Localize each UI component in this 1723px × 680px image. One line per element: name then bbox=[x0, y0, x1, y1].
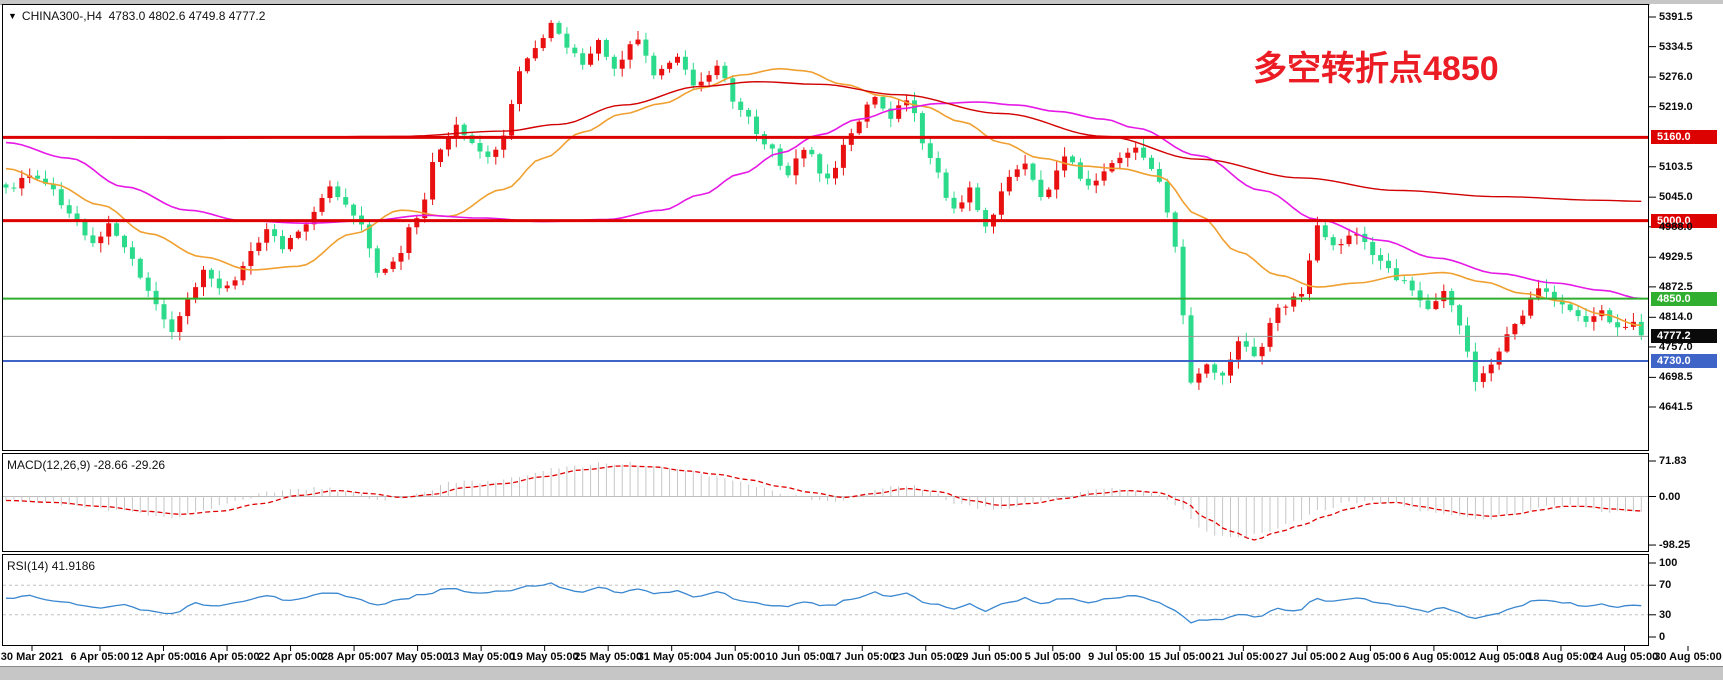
date-label: 31 May 05:00 bbox=[637, 651, 706, 663]
price-marker-box-4730.0: 4730.0 bbox=[1651, 353, 1717, 368]
price-tick-label: 5103.5 bbox=[1659, 160, 1693, 173]
price-marker-box-5160.0: 5160.0 bbox=[1651, 130, 1717, 145]
rsi-header: RSI(14) 41.9186 bbox=[7, 559, 95, 573]
chart-text-annotation[interactable]: 多空转折点4850 bbox=[1253, 50, 1499, 88]
date-label: 6 Aug 05:00 bbox=[1403, 651, 1465, 663]
price-tick-label: 4872.5 bbox=[1659, 280, 1693, 293]
date-label: 22 Apr 05:00 bbox=[258, 651, 324, 663]
rsi-indicator-panel[interactable] bbox=[2, 554, 1649, 646]
price-tick-label: 4698.5 bbox=[1659, 371, 1693, 384]
price-tick-label: 4814.0 bbox=[1659, 311, 1693, 324]
price-tick-label: 4929.5 bbox=[1659, 251, 1693, 264]
date-label: 25 May 05:00 bbox=[574, 651, 643, 663]
date-label: 30 Aug 05:00 bbox=[1654, 651, 1722, 663]
price-marker-box-5000.0: 5000.0 bbox=[1651, 213, 1717, 228]
ohlc-readout: 4783.0 4802.6 4749.8 4777.2 bbox=[108, 9, 266, 23]
macd-values: -28.66 -29.26 bbox=[93, 458, 166, 472]
date-label: 27 Jul 05:00 bbox=[1275, 651, 1339, 663]
price-marker-box-4777.2: 4777.2 bbox=[1651, 329, 1717, 344]
date-label: 10 Jun 05:00 bbox=[765, 651, 832, 663]
date-label: 9 Jul 05:00 bbox=[1088, 651, 1145, 663]
date-label: 12 Aug 05:00 bbox=[1463, 651, 1532, 663]
date-label: 17 Jun 05:00 bbox=[829, 651, 896, 663]
date-label: 16 Apr 05:00 bbox=[194, 651, 260, 663]
date-label: 19 May 05:00 bbox=[510, 651, 579, 663]
date-label: 6 Apr 05:00 bbox=[70, 651, 130, 663]
date-label: 28 Apr 05:00 bbox=[321, 651, 387, 663]
date-label: 5 Jul 05:00 bbox=[1024, 651, 1081, 663]
price-tick-label: 4757.0 bbox=[1659, 340, 1693, 353]
rsi-tick-label: 30 bbox=[1659, 608, 1672, 621]
price-tick-label: 4988.0 bbox=[1659, 220, 1693, 233]
date-label: 23 Jun 05:00 bbox=[892, 651, 959, 663]
macd-tick-label: 0.00 bbox=[1659, 490, 1681, 503]
window-bottom-edge bbox=[0, 666, 1723, 680]
macd-tick-label: 71.83 bbox=[1659, 455, 1687, 468]
date-label: 18 Aug 05:00 bbox=[1527, 651, 1595, 663]
date-label: 7 May 05:00 bbox=[386, 651, 449, 663]
date-label: 12 Apr 05:00 bbox=[131, 651, 197, 663]
price-marker-box-4850.0: 4850.0 bbox=[1651, 291, 1717, 306]
date-label: 24 Aug 05:00 bbox=[1590, 651, 1659, 663]
date-label: 21 Jul 05:00 bbox=[1212, 651, 1275, 663]
price-tick-label: 4641.5 bbox=[1659, 401, 1693, 413]
price-scale-gutter[interactable] bbox=[1650, 4, 1723, 646]
date-label: 30 Mar 2021 bbox=[0, 651, 64, 663]
macd-indicator-panel[interactable] bbox=[2, 453, 1649, 552]
rsi-tick-label: 70 bbox=[1659, 579, 1672, 592]
price-tick-label: 5045.0 bbox=[1659, 191, 1693, 204]
symbol-period-label: CHINA300-,H4 bbox=[21, 9, 102, 23]
date-label: 15 Jul 05:00 bbox=[1148, 651, 1212, 663]
rsi-tick-label: 100 bbox=[1659, 557, 1678, 569]
symbol-header: ▼ CHINA300-,H4 4783.0 4802.6 4749.8 4777.… bbox=[8, 9, 265, 23]
rsi-value: 41.9186 bbox=[51, 559, 96, 573]
price-tick-label: 5334.5 bbox=[1659, 40, 1693, 53]
macd-header: MACD(12,26,9) -28.66 -29.26 bbox=[7, 458, 165, 472]
rsi-tick-label: 0 bbox=[1659, 631, 1666, 643]
date-label: 4 Jun 05:00 bbox=[705, 651, 766, 663]
price-tick-label: 5391.5 bbox=[1659, 11, 1693, 23]
collapse-triangle-icon[interactable]: ▼ bbox=[8, 11, 17, 21]
date-label: 13 May 05:00 bbox=[447, 651, 516, 663]
rsi-title: RSI(14) bbox=[7, 559, 49, 573]
date-label: 29 Jun 05:00 bbox=[956, 651, 1023, 663]
macd-tick-label: -98.25 bbox=[1659, 539, 1691, 552]
date-label: 2 Aug 05:00 bbox=[1339, 651, 1402, 663]
price-tick-label: 5219.0 bbox=[1659, 100, 1693, 113]
price-tick-label: 5276.0 bbox=[1659, 71, 1693, 84]
macd-title: MACD(12,26,9) bbox=[7, 458, 91, 472]
